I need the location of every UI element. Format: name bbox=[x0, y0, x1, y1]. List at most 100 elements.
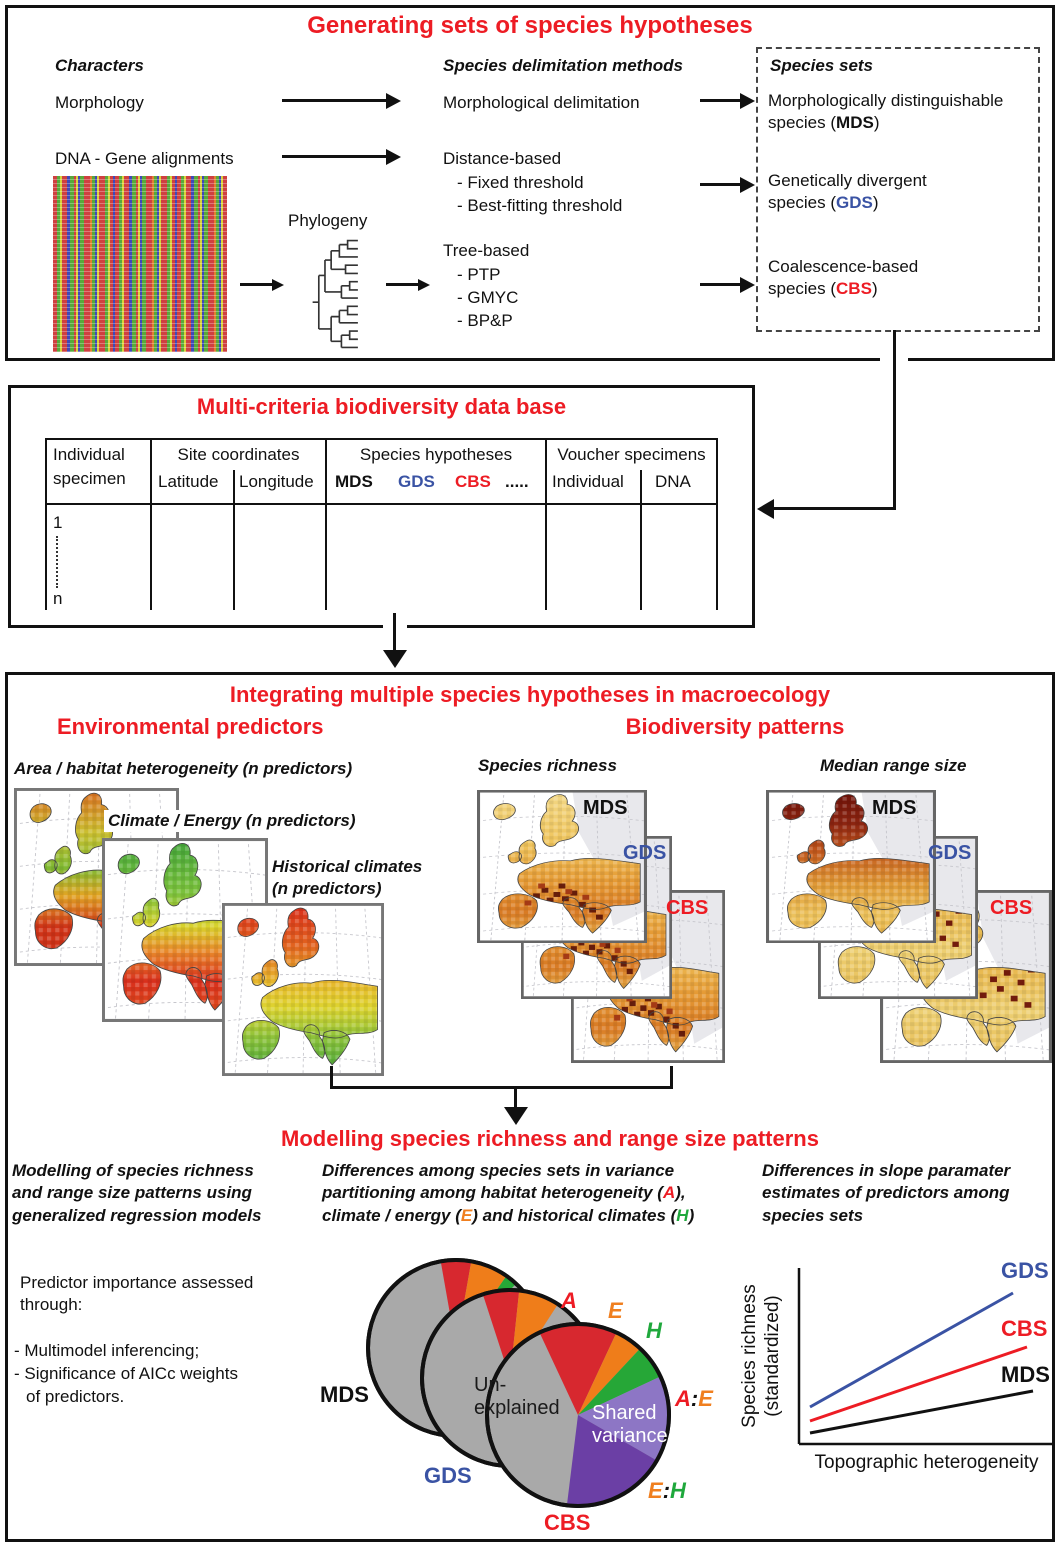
phylogeny-tree bbox=[312, 239, 358, 349]
biodiversity-patterns-heading: Biodiversity patterns bbox=[625, 714, 845, 739]
shared-l2: variance bbox=[592, 1425, 668, 1447]
unexp-l2: explained bbox=[474, 1397, 560, 1419]
panel1-title: Generating sets of species hypotheses bbox=[307, 12, 753, 39]
mds-post: ) bbox=[873, 113, 880, 133]
bullet-aicc-l2: of predictors. bbox=[26, 1387, 125, 1406]
area-habitat-label: Area / habitat heterogeneity (n predicto… bbox=[14, 759, 353, 778]
predictor-importance-text: Predictor importance assessed through: bbox=[20, 1272, 253, 1317]
table-v2 bbox=[150, 438, 152, 610]
unexplained-label: Un- explained bbox=[474, 1374, 560, 1420]
slope-text: Differences in slope paramater estimates… bbox=[762, 1160, 1010, 1227]
th-longitude: Longitude bbox=[239, 472, 314, 491]
table-v5 bbox=[716, 438, 718, 610]
th-voucher-dna: DNA bbox=[655, 472, 691, 491]
morph-delimitation-label: Morphological delimitation bbox=[443, 93, 640, 112]
slope-y-axis-label: Species richness (standardized) bbox=[739, 1256, 785, 1456]
pred-l2: through: bbox=[20, 1295, 83, 1315]
th-site-coordinates: Site coordinates bbox=[177, 445, 300, 464]
median-gds-label: GDS bbox=[928, 842, 972, 864]
species-set-gds: Genetically divergent species (GDS) bbox=[768, 170, 1032, 215]
eh-h: H bbox=[670, 1478, 686, 1503]
median-mds-label: MDS bbox=[872, 797, 917, 819]
gds-post: ) bbox=[872, 193, 879, 213]
arrow-morphology-head bbox=[386, 92, 401, 109]
arrow-dna-line bbox=[282, 155, 386, 158]
th-gds: GDS bbox=[398, 472, 435, 491]
ae-e: E bbox=[698, 1386, 713, 1411]
species-sets-header: Species sets bbox=[770, 56, 874, 75]
left-l3: generalized regression models bbox=[12, 1205, 262, 1225]
pie-label-h: H bbox=[646, 1318, 662, 1343]
var-l3c: ) and historical climates ( bbox=[472, 1205, 677, 1225]
slope-gds-label: GDS bbox=[1001, 1258, 1049, 1283]
best-fitting-threshold-item: - Best-fitting threshold bbox=[457, 196, 623, 215]
pred-l1: Predictor importance assessed bbox=[20, 1273, 254, 1292]
mds-pre: species ( bbox=[768, 113, 837, 133]
pie-mds-label: MDS bbox=[320, 1382, 369, 1407]
row-ellipsis bbox=[56, 536, 58, 588]
th-latitude: Latitude bbox=[158, 472, 219, 491]
panel2-title: Multi-criteria biodiversity data base bbox=[196, 394, 567, 419]
eh-sep: : bbox=[662, 1478, 671, 1503]
connector-arrow-head bbox=[757, 498, 774, 519]
table-sub-v2 bbox=[640, 470, 642, 610]
map-historical-climates bbox=[222, 903, 384, 1076]
panel3-title: Integrating multiple species hypotheses … bbox=[229, 682, 831, 707]
bracket-arrow-head bbox=[503, 1107, 528, 1125]
arrow-to-gds-line bbox=[700, 183, 740, 186]
slope-chart bbox=[797, 1268, 1052, 1446]
pie-label-a: A bbox=[561, 1288, 577, 1313]
table-v4 bbox=[545, 438, 547, 610]
row-first-label: 1 bbox=[53, 513, 63, 532]
var-l2a: partitioning among habitat heterogeneity… bbox=[322, 1183, 663, 1203]
modelling-heading: Modelling species richness and range siz… bbox=[281, 1126, 819, 1151]
morphology-label: Morphology bbox=[55, 93, 144, 112]
ae-sep: : bbox=[690, 1386, 699, 1411]
pie-label-eh: E:H bbox=[648, 1478, 686, 1504]
species-sets-box bbox=[756, 47, 1040, 332]
bullet-multimodel: - Multimodel inferencing; bbox=[14, 1341, 200, 1360]
methods-header: Species delimitation methods bbox=[443, 56, 683, 75]
arrow-to-mds-head bbox=[740, 92, 755, 109]
bracket-arrow-line bbox=[514, 1086, 517, 1107]
var-l3a: climate / energy ( bbox=[322, 1205, 461, 1225]
ylabel-l1: Species richness bbox=[739, 1284, 760, 1428]
ptp-item: - PTP bbox=[457, 265, 501, 284]
table-v3 bbox=[325, 438, 327, 610]
row-last-label: n bbox=[53, 589, 63, 608]
map-median-mds bbox=[766, 790, 936, 943]
arrow-db-down-head bbox=[382, 650, 407, 668]
arrow-db-down-line bbox=[393, 613, 396, 650]
richness-cbs-label: CBS bbox=[666, 897, 709, 919]
mds-abbr: MDS bbox=[836, 113, 874, 133]
arrow-dna-head bbox=[386, 148, 401, 165]
slope-cbs-label: CBS bbox=[1001, 1316, 1048, 1341]
variance-text: Differences among species sets in varian… bbox=[322, 1160, 732, 1227]
bracket-left-tick bbox=[330, 1066, 333, 1088]
shared-variance-label: Shared variance bbox=[592, 1402, 668, 1448]
climate-energy-label: Climate / Energy (n predictors) bbox=[104, 810, 360, 833]
left-l1: Modelling of species richness bbox=[12, 1161, 254, 1180]
var-l1: Differences among species sets in varian… bbox=[322, 1161, 675, 1180]
bracket-right-tick bbox=[670, 1066, 673, 1088]
cbs-slope-line bbox=[809, 1345, 1028, 1423]
bracket-horizontal bbox=[330, 1086, 673, 1089]
map-richness-mds bbox=[477, 790, 647, 943]
table-top-line bbox=[45, 438, 718, 440]
cbs-line1: Coalescence-based bbox=[768, 257, 919, 276]
var-l2c: ), bbox=[675, 1183, 686, 1203]
characters-header: Characters bbox=[55, 56, 144, 75]
arrow-to-cbs-line bbox=[700, 283, 740, 286]
historical-climates-label-l1: Historical climates bbox=[268, 856, 427, 879]
bullet-aicc-l1: - Significance of AICc weights bbox=[14, 1364, 238, 1383]
var-A: A bbox=[662, 1183, 676, 1203]
cbs-abbr: CBS bbox=[836, 279, 872, 299]
gds-pre: species ( bbox=[768, 193, 837, 213]
arrow-morphology-line bbox=[282, 99, 386, 102]
env-predictors-heading: Environmental predictors bbox=[57, 714, 324, 739]
panel-database bbox=[8, 385, 755, 628]
pie-label-e: E bbox=[608, 1298, 623, 1323]
median-range-label: Median range size bbox=[820, 756, 967, 775]
modelling-left-text: Modelling of species richness and range … bbox=[12, 1160, 261, 1227]
